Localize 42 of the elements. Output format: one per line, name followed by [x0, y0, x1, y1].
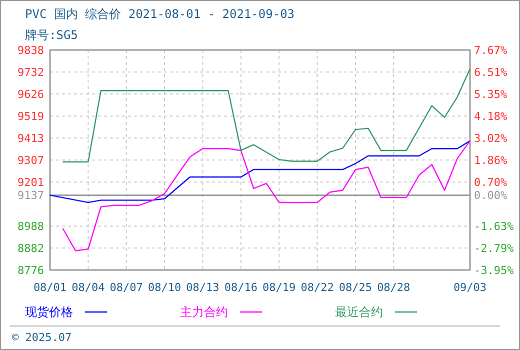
y2-tick-label: 7.67% — [474, 44, 508, 57]
y-tick-label: 8988 — [18, 220, 44, 234]
y2-tick-label: 4.18% — [474, 110, 508, 124]
x-tick-label: 08/16 — [224, 281, 258, 294]
x-tick-label: 09/03 — [453, 281, 487, 294]
x-tick-label: 08/22 — [300, 281, 334, 294]
y-tick-label: 9201 — [18, 176, 44, 189]
y2-tick-label: 0.00% — [474, 189, 508, 202]
line-series — [62, 140, 471, 252]
x-tick-label: 08/13 — [186, 281, 220, 294]
x-tick-label: 08/19 — [262, 281, 296, 294]
legend-label: 主力合约 — [180, 305, 228, 319]
y2-tick-label: 0.70% — [474, 176, 508, 189]
y2-tick-label: -3.95% — [474, 264, 514, 277]
y2-tick-label: -1.63% — [474, 220, 514, 234]
legend-label: 最近合约 — [335, 305, 383, 319]
x-tick-label: 08/07 — [110, 281, 143, 294]
line-series — [49, 140, 471, 204]
x-tick-label: 08/04 — [72, 281, 106, 294]
x-tick-label: 08/10 — [148, 281, 182, 294]
y-tick-label: 9732 — [18, 66, 44, 79]
y-tick-label: 9137 — [18, 189, 44, 202]
y-tick-label: 9838 — [18, 44, 44, 57]
y2-tick-label: 5.35% — [474, 88, 508, 101]
y-tick-label: 9626 — [18, 88, 44, 101]
x-tick-label: 08/28 — [377, 281, 410, 294]
y2-tick-label: 1.86% — [474, 154, 508, 167]
chart-subtitle: 牌号:SG5 — [25, 28, 78, 42]
y2-tick-label: 3.02% — [474, 132, 508, 146]
y2-tick-label: -2.79% — [474, 242, 514, 256]
y-tick-label: 9307 — [18, 154, 44, 167]
legend-label: 现货价格 — [25, 305, 73, 319]
y2-tick-label: 6.51% — [474, 66, 508, 79]
chart-title: PVC 国内 综合价 2021-08-01 - 2021-09-03 — [25, 7, 295, 21]
y-tick-label: 8882 — [18, 242, 44, 256]
x-tick-label: 08/25 — [338, 281, 372, 294]
text: © 2025.07 — [12, 331, 72, 344]
y-tick-label: 9519 — [18, 110, 44, 124]
y-tick-label: 9413 — [18, 132, 44, 146]
y-tick-label: 8776 — [18, 264, 44, 277]
line-series — [62, 68, 471, 162]
x-tick-label: 08/01 — [33, 281, 67, 294]
